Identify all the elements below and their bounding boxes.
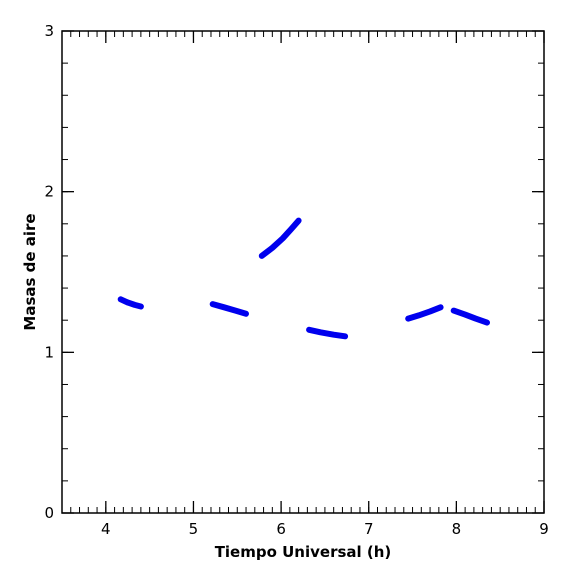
series-layer <box>117 217 490 340</box>
x-tick-labels: 4 5 6 7 8 9 <box>101 520 549 538</box>
x-tick-label: 9 <box>539 520 549 538</box>
airmass-series-line <box>117 296 144 310</box>
y-tick-label: 2 <box>44 183 54 201</box>
x-tick-label: 6 <box>276 520 286 538</box>
airmass-series-line <box>209 301 249 317</box>
y-tick-label: 1 <box>44 343 54 361</box>
major-ticks <box>62 30 545 514</box>
plot-frame <box>61 30 545 514</box>
x-tick-label: 7 <box>364 520 374 538</box>
x-tick-label: 8 <box>452 520 462 538</box>
x-tick-label: 5 <box>189 520 199 538</box>
airmass-series-line <box>405 304 444 322</box>
x-tick-label: 4 <box>101 520 111 538</box>
y-tick-label: 3 <box>44 22 54 40</box>
airmass-series-line <box>450 307 490 326</box>
minor-ticks <box>61 30 545 514</box>
y-tick-label: 0 <box>44 504 54 522</box>
x-axis-label: Tiempo Universal (h) <box>215 543 392 561</box>
airmass-series-line <box>258 217 302 259</box>
y-tick-labels: 0 1 2 3 <box>44 22 54 522</box>
y-axis-label: Masas de aire <box>21 213 39 330</box>
airmass-series-line <box>306 326 349 340</box>
